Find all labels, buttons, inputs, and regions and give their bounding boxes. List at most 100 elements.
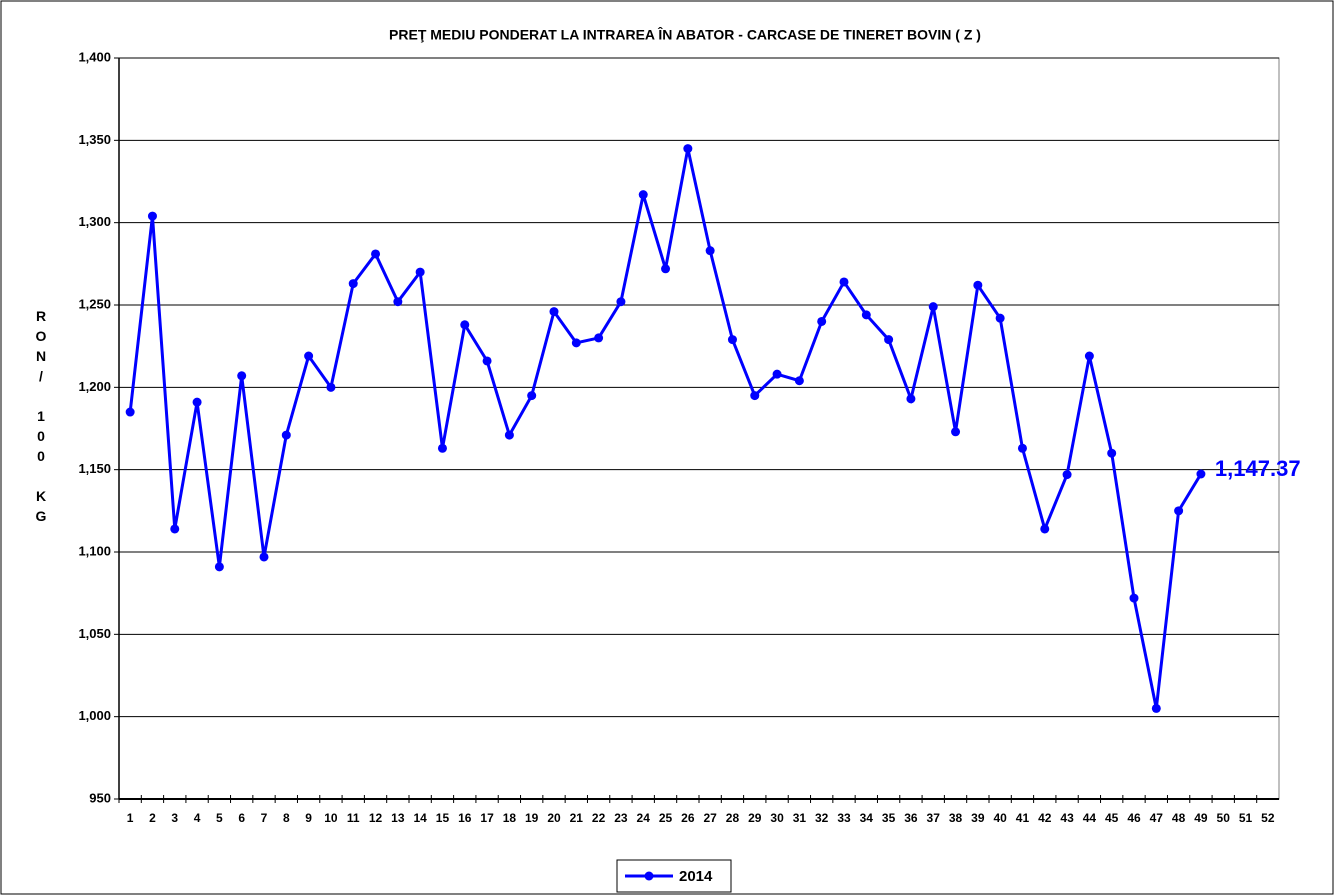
data-point	[1196, 469, 1206, 479]
x-tick-label: 31	[793, 811, 807, 825]
data-point	[304, 351, 314, 361]
data-point	[750, 391, 760, 401]
data-point	[683, 144, 693, 154]
x-tick-label: 21	[570, 811, 584, 825]
x-tick-label: 35	[882, 811, 896, 825]
legend-marker	[644, 871, 654, 881]
x-tick-label: 46	[1127, 811, 1141, 825]
data-point	[527, 391, 537, 401]
data-point	[1040, 524, 1050, 534]
x-tick-label: 38	[949, 811, 963, 825]
data-point	[393, 297, 403, 307]
x-tick-label: 26	[681, 811, 695, 825]
y-tick-label: 1,050	[78, 626, 111, 641]
x-tick-label: 42	[1038, 811, 1052, 825]
x-tick-label: 29	[748, 811, 762, 825]
data-point	[1151, 703, 1161, 713]
data-label: 1,147.37	[1215, 456, 1301, 481]
x-tick-label: 9	[305, 811, 312, 825]
data-point	[415, 267, 425, 277]
y-axis-title: RON/ 100 KG	[33, 308, 49, 528]
x-tick-label: 45	[1105, 811, 1119, 825]
y-tick-label: 1,350	[78, 132, 111, 147]
x-tick-label: 13	[391, 811, 405, 825]
data-point	[1129, 593, 1139, 603]
data-point	[727, 335, 737, 345]
data-point	[437, 443, 447, 453]
data-point	[348, 279, 358, 289]
x-tick-label: 18	[503, 811, 517, 825]
data-point	[861, 310, 871, 320]
data-point	[839, 277, 849, 287]
x-tick-label: 37	[927, 811, 941, 825]
data-point	[817, 316, 827, 326]
data-point	[661, 264, 671, 274]
data-point	[638, 190, 648, 200]
x-tick-label: 36	[904, 811, 918, 825]
x-tick-label: 16	[458, 811, 472, 825]
x-tick-label: 52	[1261, 811, 1275, 825]
data-point	[884, 335, 894, 345]
data-point	[571, 338, 581, 348]
y-tick-label: 1,000	[78, 708, 111, 723]
x-tick-label: 3	[171, 811, 178, 825]
data-point	[460, 320, 470, 330]
x-tick-label: 25	[659, 811, 673, 825]
y-tick-label: 1,250	[78, 296, 111, 311]
x-tick-label: 1	[127, 811, 134, 825]
x-tick-label: 17	[480, 811, 494, 825]
x-tick-label: 19	[525, 811, 539, 825]
x-tick-label: 23	[614, 811, 628, 825]
data-point	[951, 427, 961, 437]
x-tick-label: 28	[726, 811, 740, 825]
y-tick-label: 1,400	[78, 49, 111, 64]
data-point	[794, 376, 804, 386]
x-tick-label: 51	[1239, 811, 1253, 825]
data-point	[371, 249, 381, 259]
data-point	[237, 371, 247, 381]
data-point	[192, 397, 202, 407]
x-tick-label: 50	[1217, 811, 1231, 825]
y-tick-label: 950	[89, 790, 111, 805]
x-tick-label: 11	[347, 811, 360, 825]
x-tick-label: 30	[770, 811, 784, 825]
data-point	[1174, 506, 1184, 516]
data-point	[549, 307, 559, 317]
x-tick-label: 47	[1150, 811, 1164, 825]
data-point	[1107, 448, 1117, 458]
data-point	[973, 280, 983, 290]
data-point	[772, 369, 782, 379]
x-tick-label: 4	[194, 811, 201, 825]
x-tick-label: 20	[547, 811, 561, 825]
data-point	[1062, 470, 1072, 480]
x-tick-label: 24	[637, 811, 651, 825]
data-point	[214, 562, 224, 572]
x-tick-label: 2	[149, 811, 156, 825]
data-point	[906, 394, 916, 404]
x-tick-label: 39	[971, 811, 985, 825]
data-point	[594, 333, 604, 343]
x-tick-label: 22	[592, 811, 606, 825]
x-tick-label: 6	[238, 811, 245, 825]
x-tick-label: 15	[436, 811, 450, 825]
y-tick-label: 1,300	[78, 214, 111, 229]
x-tick-label: 27	[703, 811, 717, 825]
x-tick-label: 12	[369, 811, 383, 825]
chart-title: PREŢ MEDIU PONDERAT LA INTRAREA ÎN ABATO…	[389, 26, 981, 43]
data-point	[326, 382, 336, 392]
x-tick-label: 49	[1194, 811, 1208, 825]
data-point	[504, 430, 514, 440]
legend-label: 2014	[679, 868, 713, 885]
x-tick-label: 40	[993, 811, 1007, 825]
x-tick-label: 43	[1060, 811, 1074, 825]
data-point	[616, 297, 626, 307]
data-point	[1017, 443, 1027, 453]
x-tick-label: 8	[283, 811, 290, 825]
x-tick-label: 14	[413, 811, 427, 825]
x-tick-label: 7	[261, 811, 268, 825]
y-tick-label: 1,100	[78, 543, 111, 558]
x-tick-label: 48	[1172, 811, 1186, 825]
x-tick-label: 34	[860, 811, 874, 825]
